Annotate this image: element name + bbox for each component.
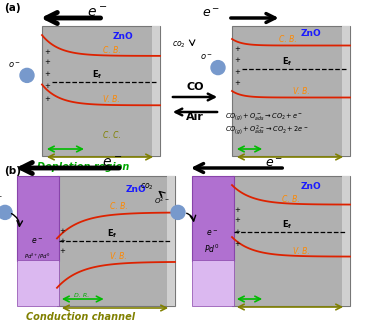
Bar	[57, 176, 175, 306]
Text: $Pd^0$: $Pd^0$	[204, 243, 220, 255]
Text: +: +	[59, 248, 65, 255]
Text: $CO_{(g)}+O_{ads}^{2-}\rightarrow CO_2+2e^-$: $CO_{(g)}+O_{ads}^{2-}\rightarrow CO_2+2…	[225, 124, 309, 137]
Text: ZnO: ZnO	[113, 32, 134, 41]
Bar	[167, 176, 175, 306]
Text: $e^-$: $e^-$	[31, 236, 43, 246]
Text: C. B.: C. B.	[110, 202, 128, 212]
Text: $CO_{(g)}+O_{ads}^-\rightarrow CO_2+e^-$: $CO_{(g)}+O_{ads}^-\rightarrow CO_2+e^-$	[225, 112, 303, 122]
Text: V. B.: V. B.	[293, 247, 310, 256]
Text: $e^-$: $e^-$	[102, 156, 122, 170]
Text: $co_2$: $co_2$	[172, 40, 186, 50]
Text: +: +	[59, 228, 65, 234]
Bar	[342, 26, 350, 156]
Text: V. B.: V. B.	[110, 252, 127, 261]
Bar	[17, 176, 59, 260]
Bar	[152, 26, 160, 156]
Text: $\mathbf{E_f}$: $\mathbf{E_f}$	[281, 218, 292, 231]
Circle shape	[211, 61, 225, 74]
Text: +: +	[234, 69, 240, 74]
Text: +: +	[44, 83, 50, 89]
Bar	[192, 259, 234, 306]
Bar	[232, 176, 350, 306]
Text: $e^-$: $e^-$	[202, 7, 220, 20]
Bar	[42, 26, 160, 156]
Text: ZnO: ZnO	[125, 185, 146, 194]
Text: +: +	[234, 80, 240, 86]
Text: $e^-$: $e^-$	[87, 6, 107, 20]
Text: Air: Air	[186, 112, 204, 122]
Text: V. B.: V. B.	[293, 88, 310, 96]
Bar	[17, 259, 59, 306]
Text: $o^-$: $o^-$	[8, 60, 21, 70]
Text: C. B.: C. B.	[279, 35, 297, 45]
Circle shape	[20, 69, 34, 82]
Text: ZnO: ZnO	[300, 30, 321, 38]
Text: +: +	[234, 241, 240, 247]
Bar	[232, 26, 350, 156]
Text: +: +	[234, 229, 240, 235]
Text: +: +	[44, 59, 50, 65]
Text: ZnO: ZnO	[300, 182, 321, 191]
Text: $co_2$: $co_2$	[140, 182, 154, 193]
Text: (a): (a)	[4, 3, 21, 13]
Text: $e^-$: $e^-$	[265, 157, 283, 170]
Text: $Pd^{2+}/Pd^0$: $Pd^{2+}/Pd^0$	[24, 252, 50, 261]
Text: V. B.: V. B.	[103, 95, 120, 104]
Text: $\mathbf{E_f}$: $\mathbf{E_f}$	[107, 228, 117, 240]
Text: $o^-$: $o^-$	[200, 52, 213, 62]
Text: $O^{2-}$: $O^{2-}$	[0, 193, 3, 204]
Text: Conduction channel: Conduction channel	[26, 312, 135, 322]
Text: $e^-$: $e^-$	[206, 228, 218, 238]
Text: CO: CO	[186, 82, 204, 92]
Text: +: +	[234, 46, 240, 52]
Text: $\mathbf{E_f}$: $\mathbf{E_f}$	[92, 69, 102, 81]
Text: C. B.: C. B.	[281, 195, 299, 204]
Text: +: +	[234, 217, 240, 223]
Text: C. B.: C. B.	[103, 46, 121, 55]
Circle shape	[0, 205, 12, 219]
Text: $O^{2-}$: $O^{2-}$	[154, 196, 170, 207]
Circle shape	[171, 205, 185, 219]
Text: Depletion region: Depletion region	[37, 162, 129, 172]
Text: +: +	[44, 96, 50, 102]
Bar	[342, 176, 350, 306]
Text: +: +	[44, 49, 50, 55]
Text: C. C.: C. C.	[103, 132, 121, 140]
Text: $\mathbf{E_f}$: $\mathbf{E_f}$	[281, 55, 292, 68]
Text: +: +	[59, 238, 65, 244]
Text: +: +	[44, 71, 50, 77]
Text: (b): (b)	[4, 166, 21, 176]
Bar	[192, 176, 234, 260]
Text: +: +	[234, 207, 240, 213]
Text: +: +	[234, 57, 240, 63]
Text: D. R.: D. R.	[74, 293, 89, 298]
